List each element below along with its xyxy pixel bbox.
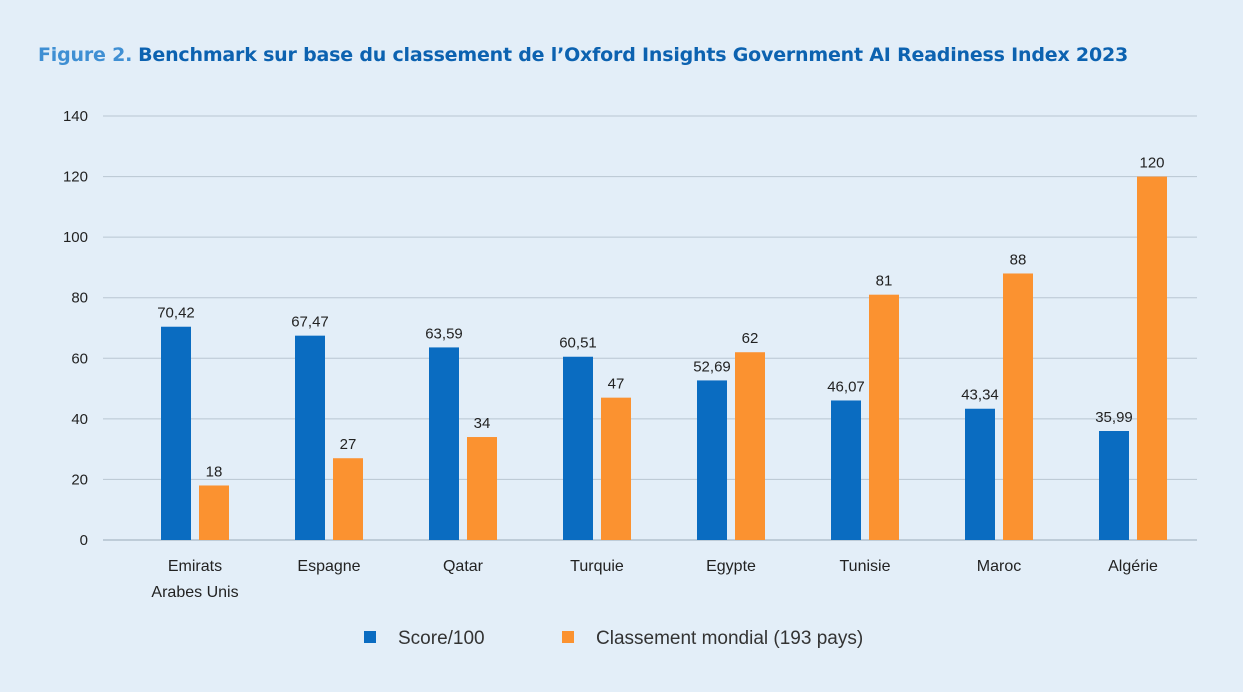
data-label-classement-tunisie: 81 bbox=[876, 273, 893, 290]
bar-classement-qatar bbox=[467, 437, 497, 540]
data-label-score-egypte: 52,69 bbox=[693, 358, 731, 375]
bar-score-emirats-arabes-unis bbox=[161, 326, 191, 540]
data-label-classement-qatar: 34 bbox=[474, 415, 491, 432]
data-label-score-emirats-arabes-unis: 70,42 bbox=[157, 305, 195, 322]
data-label-classement-egypte: 62 bbox=[742, 330, 759, 347]
y-tick-label-140: 140 bbox=[63, 108, 88, 125]
bar-classement-egypte bbox=[735, 352, 765, 540]
legend-swatch-score bbox=[364, 631, 376, 643]
data-label-score-alg-rie: 35,99 bbox=[1095, 409, 1133, 426]
x-tick-label-egypte: Egypte bbox=[706, 558, 756, 575]
bar-score-alg-rie bbox=[1099, 431, 1129, 540]
y-tick-label-80: 80 bbox=[71, 290, 88, 307]
data-label-classement-alg-rie: 120 bbox=[1139, 155, 1164, 172]
bar-score-tunisie bbox=[831, 400, 861, 540]
x-tick-label-maroc: Maroc bbox=[977, 558, 1021, 575]
x-tick-label-espagne: Espagne bbox=[297, 558, 360, 575]
x-tick-label-tunisie: Tunisie bbox=[840, 558, 891, 575]
chart-title: Figure 2. Benchmark sur base du classemen… bbox=[38, 44, 1128, 66]
figure-title-text: Benchmark sur base du classement de l’Ox… bbox=[138, 44, 1129, 66]
x-tick-label-qatar: Qatar bbox=[443, 558, 484, 575]
bar-classement-espagne bbox=[333, 458, 363, 540]
bar-score-espagne bbox=[295, 335, 325, 540]
bar-classement-tunisie bbox=[869, 294, 899, 540]
x-tick-label-alg-rie: Algérie bbox=[1108, 558, 1158, 575]
bar-classement-alg-rie bbox=[1137, 176, 1167, 541]
bar-classement-turquie bbox=[601, 397, 631, 540]
y-tick-label-40: 40 bbox=[71, 411, 88, 428]
data-label-classement-espagne: 27 bbox=[340, 436, 357, 453]
y-tick-label-120: 120 bbox=[63, 169, 88, 186]
data-label-score-tunisie: 46,07 bbox=[827, 378, 865, 395]
data-label-score-turquie: 60,51 bbox=[559, 335, 597, 352]
bar-classement-emirats-arabes-unis bbox=[199, 485, 229, 540]
data-label-classement-emirats-arabes-unis: 18 bbox=[206, 463, 223, 480]
bar-score-egypte bbox=[697, 380, 727, 540]
y-tick-label-100: 100 bbox=[63, 229, 88, 246]
figure-number: Figure 2. bbox=[38, 44, 133, 66]
x-tick-label-emirats-arabes-unis: Emirats Arabes Unis bbox=[151, 558, 238, 601]
bar-score-qatar bbox=[429, 347, 459, 540]
data-label-classement-turquie: 47 bbox=[608, 376, 625, 393]
bar-score-turquie bbox=[563, 356, 593, 540]
x-tick-label-turquie: Turquie bbox=[570, 558, 624, 575]
data-label-score-espagne: 67,47 bbox=[291, 314, 329, 331]
data-label-score-maroc: 43,34 bbox=[961, 387, 999, 404]
legend-label-score: Score/100 bbox=[398, 628, 485, 649]
data-label-score-qatar: 63,59 bbox=[425, 325, 463, 342]
legend-swatch-classement bbox=[562, 631, 574, 643]
data-label-classement-maroc: 88 bbox=[1010, 251, 1027, 268]
y-tick-label-60: 60 bbox=[71, 350, 88, 367]
y-tick-label-0: 0 bbox=[80, 532, 88, 549]
y-tick-label-20: 20 bbox=[71, 471, 88, 488]
bar-classement-maroc bbox=[1003, 273, 1033, 540]
bar-score-maroc bbox=[965, 408, 995, 540]
legend-label-classement: Classement mondial (193 pays) bbox=[596, 628, 863, 649]
